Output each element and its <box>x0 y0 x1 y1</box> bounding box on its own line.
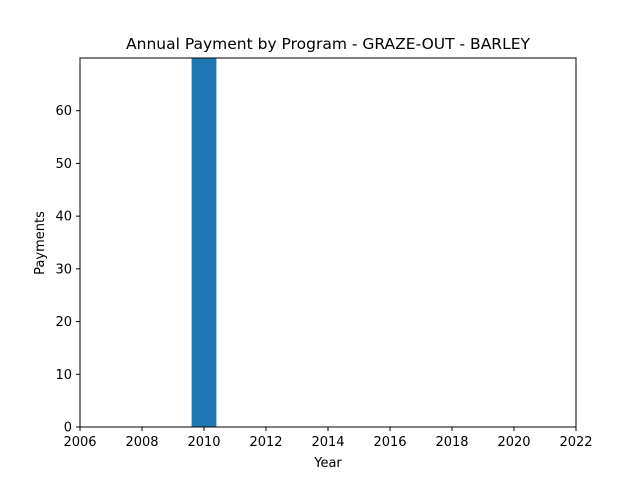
x-axis-title: Year <box>313 456 342 471</box>
y-tick-label: 10 <box>55 368 72 383</box>
y-tick-label: 20 <box>55 315 72 330</box>
x-tick-label: 2016 <box>373 435 406 450</box>
y-tick-label: 40 <box>55 210 72 225</box>
x-tick-label: 2012 <box>249 435 282 450</box>
x-tick-label: 2022 <box>559 435 592 450</box>
x-tick-label: 2020 <box>497 435 530 450</box>
x-axis: 2006 2008 2010 2012 2014 2016 2018 2020 2022 <box>63 427 593 450</box>
x-tick-label: 2008 <box>125 435 158 450</box>
y-axis-title: Payments <box>33 211 48 275</box>
x-tick-label: 2010 <box>187 435 220 450</box>
y-tick-label: 0 <box>64 421 72 436</box>
x-tick-label: 2006 <box>63 435 96 450</box>
chart-title: Annual Payment by Program - GRAZE-OUT - … <box>126 35 530 53</box>
plot-frame <box>79 57 577 428</box>
plot-area <box>191 58 217 427</box>
x-tick-label: 2018 <box>435 435 468 450</box>
x-tick-label: 2014 <box>311 435 344 450</box>
bar-2010 <box>191 58 217 427</box>
y-axis: 0 10 20 30 40 50 60 <box>55 104 80 436</box>
y-tick-label: 30 <box>55 262 72 277</box>
y-tick-label: 60 <box>55 104 72 119</box>
y-tick-label: 50 <box>55 157 72 172</box>
